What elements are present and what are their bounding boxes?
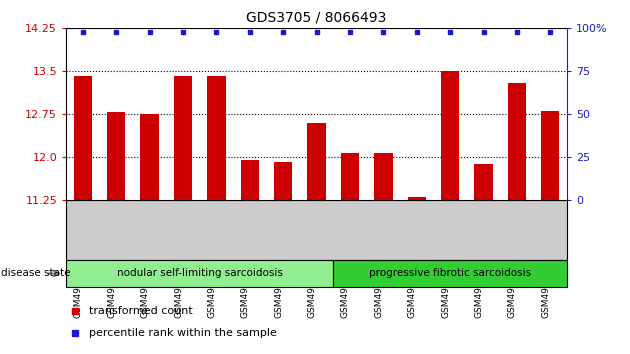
Bar bbox=[474, 164, 493, 200]
Bar bbox=[441, 71, 459, 200]
Bar bbox=[307, 123, 326, 200]
Bar bbox=[408, 197, 426, 200]
Text: disease state: disease state bbox=[1, 268, 71, 279]
Text: percentile rank within the sample: percentile rank within the sample bbox=[89, 328, 277, 338]
Bar bbox=[508, 83, 526, 200]
Bar bbox=[66, 260, 333, 287]
Bar bbox=[274, 162, 292, 200]
Bar bbox=[140, 114, 159, 200]
Text: progressive fibrotic sarcoidosis: progressive fibrotic sarcoidosis bbox=[369, 268, 531, 279]
Bar bbox=[541, 111, 559, 200]
Bar bbox=[341, 153, 359, 200]
Bar bbox=[74, 76, 92, 200]
Text: nodular self-limiting sarcoidosis: nodular self-limiting sarcoidosis bbox=[117, 268, 283, 279]
Title: GDS3705 / 8066493: GDS3705 / 8066493 bbox=[246, 10, 387, 24]
Bar bbox=[241, 160, 259, 200]
Text: transformed count: transformed count bbox=[89, 306, 192, 316]
Bar bbox=[207, 76, 226, 200]
Bar bbox=[374, 153, 392, 200]
Bar bbox=[174, 76, 192, 200]
Bar bbox=[333, 260, 567, 287]
Bar bbox=[107, 113, 125, 200]
